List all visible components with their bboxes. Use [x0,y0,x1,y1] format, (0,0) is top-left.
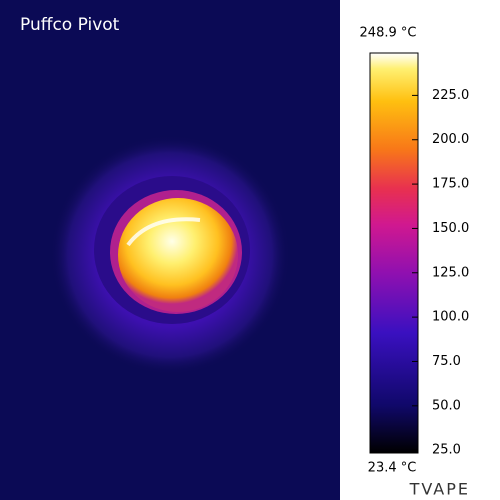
tick-label: 50.0 [432,398,461,413]
tick-label: 100.0 [432,310,469,325]
tick-label: 150.0 [432,221,469,236]
tick-label: 25.0 [432,443,461,458]
tick-label: 175.0 [432,177,469,192]
image-title: Puffco Pivot [20,15,120,35]
watermark: TVAPE [409,480,470,499]
tick-label: 125.0 [432,265,469,280]
highlight [126,217,201,247]
colorbar [369,52,419,454]
tick-label: 75.0 [432,354,461,369]
min-label: 23.4 °C [368,461,417,476]
tick-label: 225.0 [432,88,469,103]
chamber-hot [118,198,238,312]
max-label: 248.9 °C [360,26,417,41]
tick-label: 200.0 [432,132,469,147]
